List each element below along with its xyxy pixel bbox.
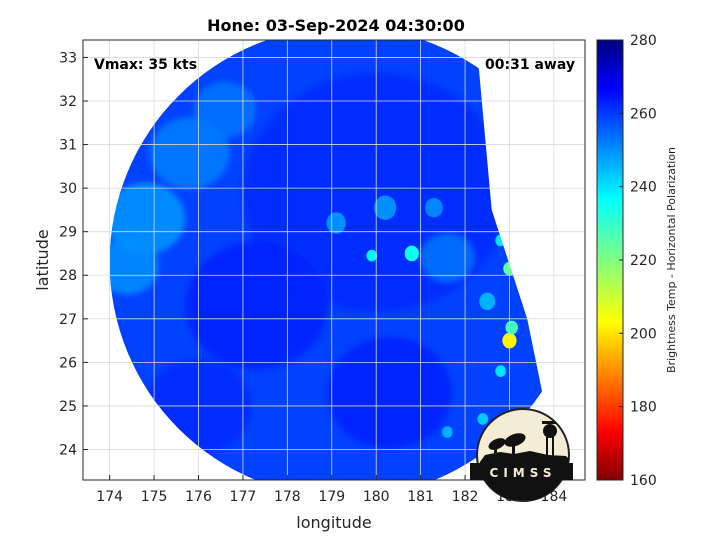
cold-spot — [425, 197, 443, 218]
grid — [83, 40, 585, 480]
warm-feature — [185, 241, 328, 370]
y-tick-label: 24 — [59, 443, 77, 459]
y-axis-label: latitude — [33, 229, 52, 290]
cold-spot — [441, 426, 453, 438]
x-tick-label: 182 — [452, 489, 479, 505]
y-tick-label: 31 — [59, 138, 77, 154]
colorbar-tick-label: 280 — [630, 33, 657, 49]
y-tick-label: 33 — [59, 50, 77, 66]
axis-ticks: 1741751761771781791801811821831842425262… — [59, 50, 567, 505]
colorbar-ticks: 160 180 200 220 240 260 280 — [619, 33, 657, 489]
colorbar-tick-label: 240 — [630, 180, 657, 196]
cimss-logo: CIMSS — [470, 408, 573, 502]
warm-feature — [327, 336, 452, 449]
colorbar: 160 180 200 220 240 260 280 Brightness Temp - … — [596, 33, 678, 489]
cold-spot — [495, 365, 506, 377]
plot-frame — [82, 39, 586, 481]
y-tick-label: 26 — [59, 355, 77, 371]
vmax-annotation: Vmax: 35 kts — [94, 57, 197, 73]
y-tick-label: 29 — [59, 225, 77, 241]
time-offset-annotation: 00:31 away — [485, 57, 575, 73]
colorbar-label: Brightness Temp - Horizontal Polarizatio… — [665, 147, 678, 373]
colorbar-tick-label: 160 — [630, 473, 657, 489]
logo-text: CIMSS — [490, 466, 557, 480]
cool-feature — [109, 182, 186, 255]
cool-feature — [194, 81, 257, 138]
x-tick-label: 179 — [318, 489, 345, 505]
swath-edge-mask — [476, 40, 585, 480]
y-tick-label: 28 — [59, 268, 77, 284]
colorbar-tick-label: 180 — [630, 400, 657, 416]
colorbar-tick-label: 260 — [630, 106, 657, 122]
x-tick-label: 174 — [96, 489, 123, 505]
y-tick-label: 32 — [59, 94, 77, 110]
cold-spot — [505, 320, 518, 335]
x-tick-label: 180 — [363, 489, 390, 505]
x-tick-label: 176 — [185, 489, 212, 505]
y-tick-label: 30 — [59, 181, 77, 197]
cold-spot — [373, 195, 397, 220]
x-tick-label: 177 — [230, 489, 257, 505]
logo-band — [470, 463, 573, 480]
colorbar-tick-label: 200 — [630, 326, 657, 342]
colorbar-tick-label: 220 — [630, 253, 657, 269]
y-tick-label: 25 — [59, 399, 77, 415]
cold-spot — [404, 245, 419, 262]
y-tick-label: 27 — [59, 312, 77, 328]
cool-feature — [420, 233, 474, 282]
cold-spot — [366, 249, 378, 262]
plot-area: 1741751761771781791801811821831842425262… — [59, 39, 586, 505]
chart-title: Hone: 03-Sep-2024 04:30:00 — [207, 16, 465, 35]
x-tick-label: 181 — [407, 489, 434, 505]
x-tick-label: 175 — [141, 489, 168, 505]
x-tick-label: 178 — [274, 489, 301, 505]
x-axis-label: longitude — [296, 513, 371, 532]
cool-feature — [109, 238, 159, 295]
cold-spot — [326, 212, 346, 234]
cold-spot — [479, 292, 496, 311]
cool-feature — [149, 117, 230, 190]
cold-spot — [477, 413, 489, 425]
